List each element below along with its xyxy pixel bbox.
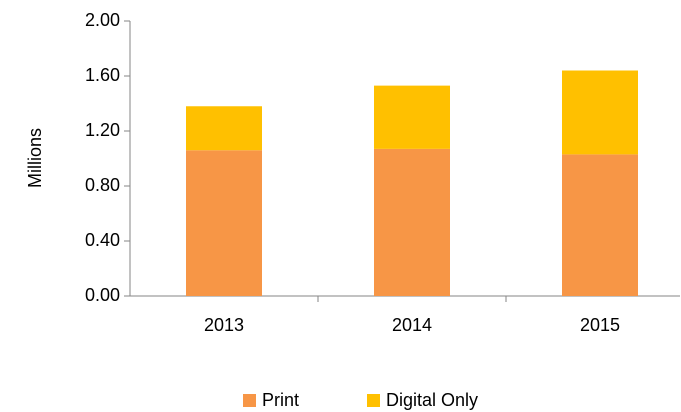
y-tick-label: 2.00 [85,10,120,30]
y-tick-label: 1.20 [85,120,120,140]
legend-swatch [367,394,380,407]
x-tick-label: 2013 [204,315,244,335]
x-tick-label: 2015 [580,315,620,335]
bar-segment [374,85,450,149]
bar-segment [562,70,638,155]
bar-segment [186,106,262,151]
y-tick-label: 0.40 [85,230,120,250]
y-tick-label: 1.60 [85,65,120,85]
bar-segment [562,154,638,296]
y-tick-label: 0.00 [85,285,120,305]
legend-label: Print [262,390,299,410]
bar-segment [186,150,262,296]
x-tick-label: 2014 [392,315,432,335]
bar-segment [374,148,450,296]
y-tick-label: 0.80 [85,175,120,195]
y-axis-label: Millions [25,128,45,188]
legend-swatch [243,394,256,407]
legend-label: Digital Only [386,390,478,410]
